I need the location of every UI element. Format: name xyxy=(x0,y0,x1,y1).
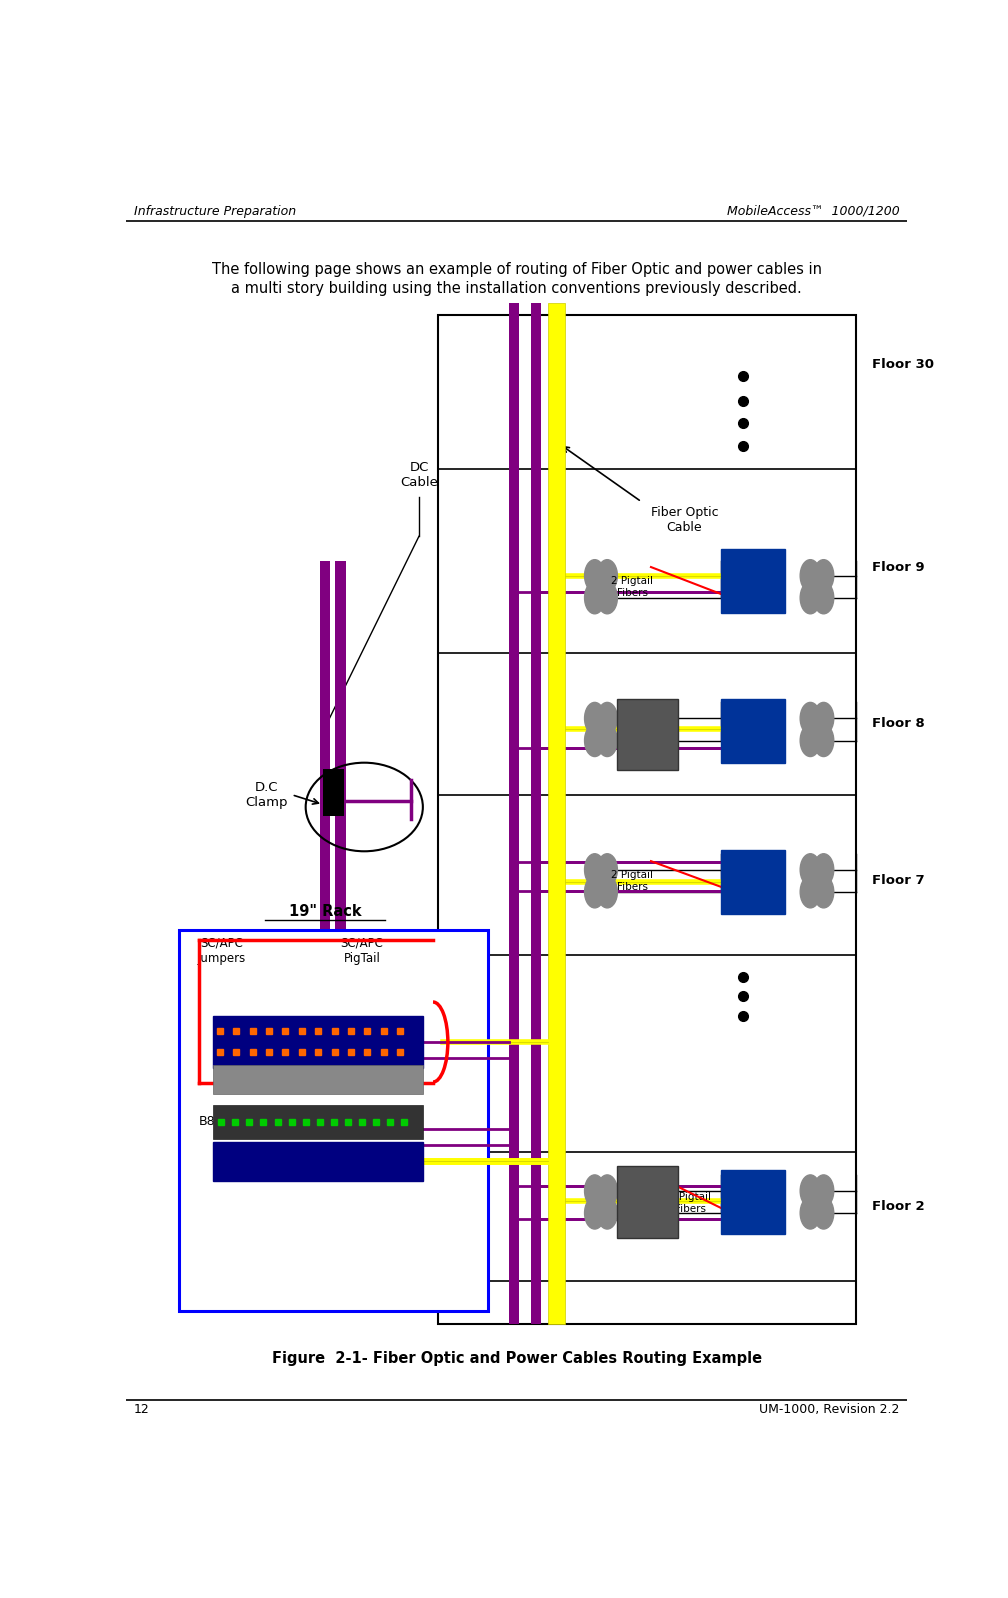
Text: UM-1000, Revision 2.2: UM-1000, Revision 2.2 xyxy=(759,1403,899,1416)
Bar xyxy=(179,930,488,1312)
Circle shape xyxy=(813,559,834,591)
Text: Patch panel: Patch panel xyxy=(283,1036,353,1048)
Circle shape xyxy=(800,853,821,885)
Circle shape xyxy=(597,703,617,735)
Bar xyxy=(214,1104,423,1139)
Bar xyxy=(323,793,344,815)
Text: 2 Pigtail
Fibers: 2 Pigtail Fibers xyxy=(611,869,653,892)
Bar xyxy=(509,302,519,1323)
Text: 12: 12 xyxy=(134,1403,149,1416)
Text: Floor 2: Floor 2 xyxy=(872,1200,924,1213)
Circle shape xyxy=(585,1197,605,1229)
Circle shape xyxy=(800,582,821,614)
Text: RHU: RHU xyxy=(737,1195,770,1210)
Circle shape xyxy=(585,876,605,908)
Circle shape xyxy=(585,703,605,735)
Text: Fiber Optic
Cable: Fiber Optic Cable xyxy=(651,507,719,534)
Bar xyxy=(722,698,785,762)
Text: Floor 8: Floor 8 xyxy=(872,718,924,730)
Circle shape xyxy=(597,559,617,591)
Text: MobileAccess™  1000/1200: MobileAccess™ 1000/1200 xyxy=(727,205,899,217)
Bar xyxy=(214,1066,423,1093)
Circle shape xyxy=(585,559,605,591)
Bar xyxy=(617,698,677,770)
Text: Floor 9: Floor 9 xyxy=(872,561,924,574)
Bar xyxy=(722,850,785,914)
Text: a multi story building using the installation conventions previously described.: a multi story building using the install… xyxy=(231,281,802,297)
Text: RHU: RHU xyxy=(737,724,770,738)
Circle shape xyxy=(597,1175,617,1206)
Text: Figure  2-1- Fiber Optic and Power Cables Routing Example: Figure 2-1- Fiber Optic and Power Cables… xyxy=(271,1350,762,1366)
Text: Floor 30: Floor 30 xyxy=(872,358,934,371)
Text: RHU: RHU xyxy=(737,574,770,588)
Circle shape xyxy=(813,703,834,735)
Circle shape xyxy=(800,876,821,908)
Circle shape xyxy=(813,1175,834,1206)
Circle shape xyxy=(813,1197,834,1229)
Circle shape xyxy=(813,582,834,614)
Text: B8U: B8U xyxy=(199,1115,225,1128)
Circle shape xyxy=(800,724,821,756)
Bar xyxy=(722,1170,785,1234)
Bar xyxy=(617,1167,677,1238)
Text: DC
Cable: DC Cable xyxy=(400,460,437,489)
Circle shape xyxy=(813,876,834,908)
Text: SC/APC
Jumpers: SC/APC Jumpers xyxy=(198,936,246,965)
Bar xyxy=(722,548,785,612)
Text: Splice
box: Splice box xyxy=(630,1191,663,1213)
Bar xyxy=(323,769,344,793)
Text: 19" Rack: 19" Rack xyxy=(289,904,362,919)
Text: SC/APC
PigTail: SC/APC PigTail xyxy=(341,936,383,965)
Text: Floor 7: Floor 7 xyxy=(872,874,924,887)
Circle shape xyxy=(800,703,821,735)
Circle shape xyxy=(597,582,617,614)
Bar xyxy=(438,315,857,1323)
Text: Power Supply: Power Supply xyxy=(267,1155,370,1168)
Text: Infrastructure Preparation: Infrastructure Preparation xyxy=(134,205,296,217)
Circle shape xyxy=(585,1175,605,1206)
Bar xyxy=(214,1141,423,1181)
Text: 2 Pigtail
Fibers: 2 Pigtail Fibers xyxy=(611,575,653,598)
Bar xyxy=(336,561,346,1040)
Circle shape xyxy=(597,724,617,756)
Circle shape xyxy=(585,582,605,614)
Circle shape xyxy=(597,853,617,885)
Circle shape xyxy=(800,1175,821,1206)
Bar xyxy=(530,302,541,1323)
Circle shape xyxy=(813,853,834,885)
Circle shape xyxy=(585,853,605,885)
Text: Splice
box: Splice box xyxy=(630,724,663,745)
Circle shape xyxy=(800,1197,821,1229)
Circle shape xyxy=(813,724,834,756)
Text: 2 Pigtail
Fibers: 2 Pigtail Fibers xyxy=(669,1192,711,1214)
Circle shape xyxy=(597,876,617,908)
Circle shape xyxy=(597,1197,617,1229)
Circle shape xyxy=(800,559,821,591)
Circle shape xyxy=(585,724,605,756)
Bar xyxy=(548,302,565,1323)
Bar xyxy=(320,561,330,1040)
Bar xyxy=(214,1016,423,1067)
Text: D.C
Clamp: D.C Clamp xyxy=(245,781,288,809)
Text: The following page shows an example of routing of Fiber Optic and power cables i: The following page shows an example of r… xyxy=(212,262,822,276)
Text: RHU: RHU xyxy=(737,876,770,888)
